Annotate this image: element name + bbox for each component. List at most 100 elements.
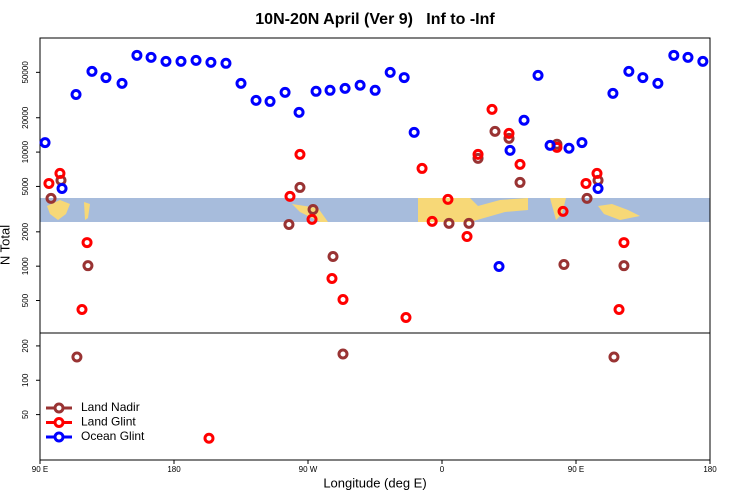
point [503, 132, 515, 144]
point [307, 203, 319, 215]
y-axis-label: N Total [0, 225, 12, 265]
map-band [40, 198, 710, 222]
y-tick-label: 2000 [21, 222, 30, 240]
point [284, 190, 296, 202]
point [71, 351, 83, 363]
point [354, 79, 366, 91]
point [324, 84, 336, 96]
point [652, 77, 664, 89]
point [442, 193, 454, 205]
point [486, 103, 498, 115]
point [203, 432, 215, 444]
point [489, 125, 501, 137]
point [581, 192, 593, 204]
point [398, 72, 410, 84]
point [580, 177, 592, 189]
point [45, 192, 57, 204]
point [557, 205, 569, 217]
point [337, 294, 349, 306]
legend-label: Land Glint [81, 415, 136, 429]
point [607, 87, 619, 99]
point [637, 72, 649, 84]
point [518, 114, 530, 126]
point [43, 177, 55, 189]
x-axis-label: Longitude (deg E) [323, 475, 426, 490]
point [70, 88, 82, 100]
point [400, 311, 412, 323]
legend-marker [53, 431, 65, 443]
point [82, 260, 94, 272]
point [472, 148, 484, 160]
y-tick-label: 20000 [21, 106, 30, 129]
x-tick-label: 90 W [299, 465, 318, 474]
point [190, 54, 202, 66]
point [76, 304, 88, 316]
chart-title: 10N-20N April (Ver 9) Inf to -Inf [255, 11, 495, 28]
point [294, 148, 306, 160]
legend-marker [53, 402, 65, 414]
legend-marker [53, 417, 65, 428]
point [493, 260, 505, 272]
point [175, 55, 187, 67]
point [618, 260, 630, 272]
y-tick-label: 10000 [21, 140, 30, 163]
y-tick-label: 500 [21, 293, 30, 307]
x-tick-label: 180 [703, 465, 717, 474]
point [250, 94, 262, 106]
point [514, 176, 526, 188]
point [39, 137, 51, 149]
y-tick-label: 50 [21, 410, 30, 419]
point [613, 304, 625, 316]
point [416, 162, 428, 174]
point [576, 137, 588, 149]
point [264, 95, 276, 107]
point [131, 49, 143, 61]
point [205, 56, 217, 68]
point [608, 351, 620, 363]
point [283, 218, 295, 230]
point [279, 86, 291, 98]
point [591, 167, 603, 179]
point [86, 65, 98, 77]
point [544, 139, 556, 151]
point [306, 213, 318, 225]
y-tick-label: 200 [21, 339, 30, 353]
x-tick-label: 180 [167, 465, 181, 474]
point [532, 69, 544, 81]
x-tick-label: 90 E [568, 465, 584, 474]
point [384, 66, 396, 78]
point [682, 51, 694, 63]
point [668, 49, 680, 61]
point [220, 57, 232, 69]
point [408, 126, 420, 138]
y-tick-label: 5000 [21, 177, 30, 195]
point [697, 55, 709, 67]
point [592, 182, 604, 194]
point [310, 85, 322, 97]
point [337, 348, 349, 360]
point [618, 237, 630, 249]
legend-label: Land Nadir [81, 400, 140, 414]
x-tick-label: 90 E [32, 465, 48, 474]
point [294, 181, 306, 193]
point [327, 251, 339, 263]
point [472, 152, 484, 164]
point [503, 127, 515, 139]
plot-frame [39, 37, 711, 461]
point [326, 272, 338, 284]
point [81, 237, 93, 249]
point [463, 217, 475, 229]
point [514, 158, 526, 170]
point [504, 144, 516, 156]
point [160, 55, 172, 67]
y-tick-label: 1000 [21, 257, 30, 275]
point [56, 182, 68, 194]
point [426, 215, 438, 227]
legend-label: Ocean Glint [81, 429, 145, 443]
point [293, 106, 305, 118]
point [116, 77, 128, 89]
point [443, 217, 455, 229]
point [145, 51, 157, 63]
point [558, 258, 570, 270]
